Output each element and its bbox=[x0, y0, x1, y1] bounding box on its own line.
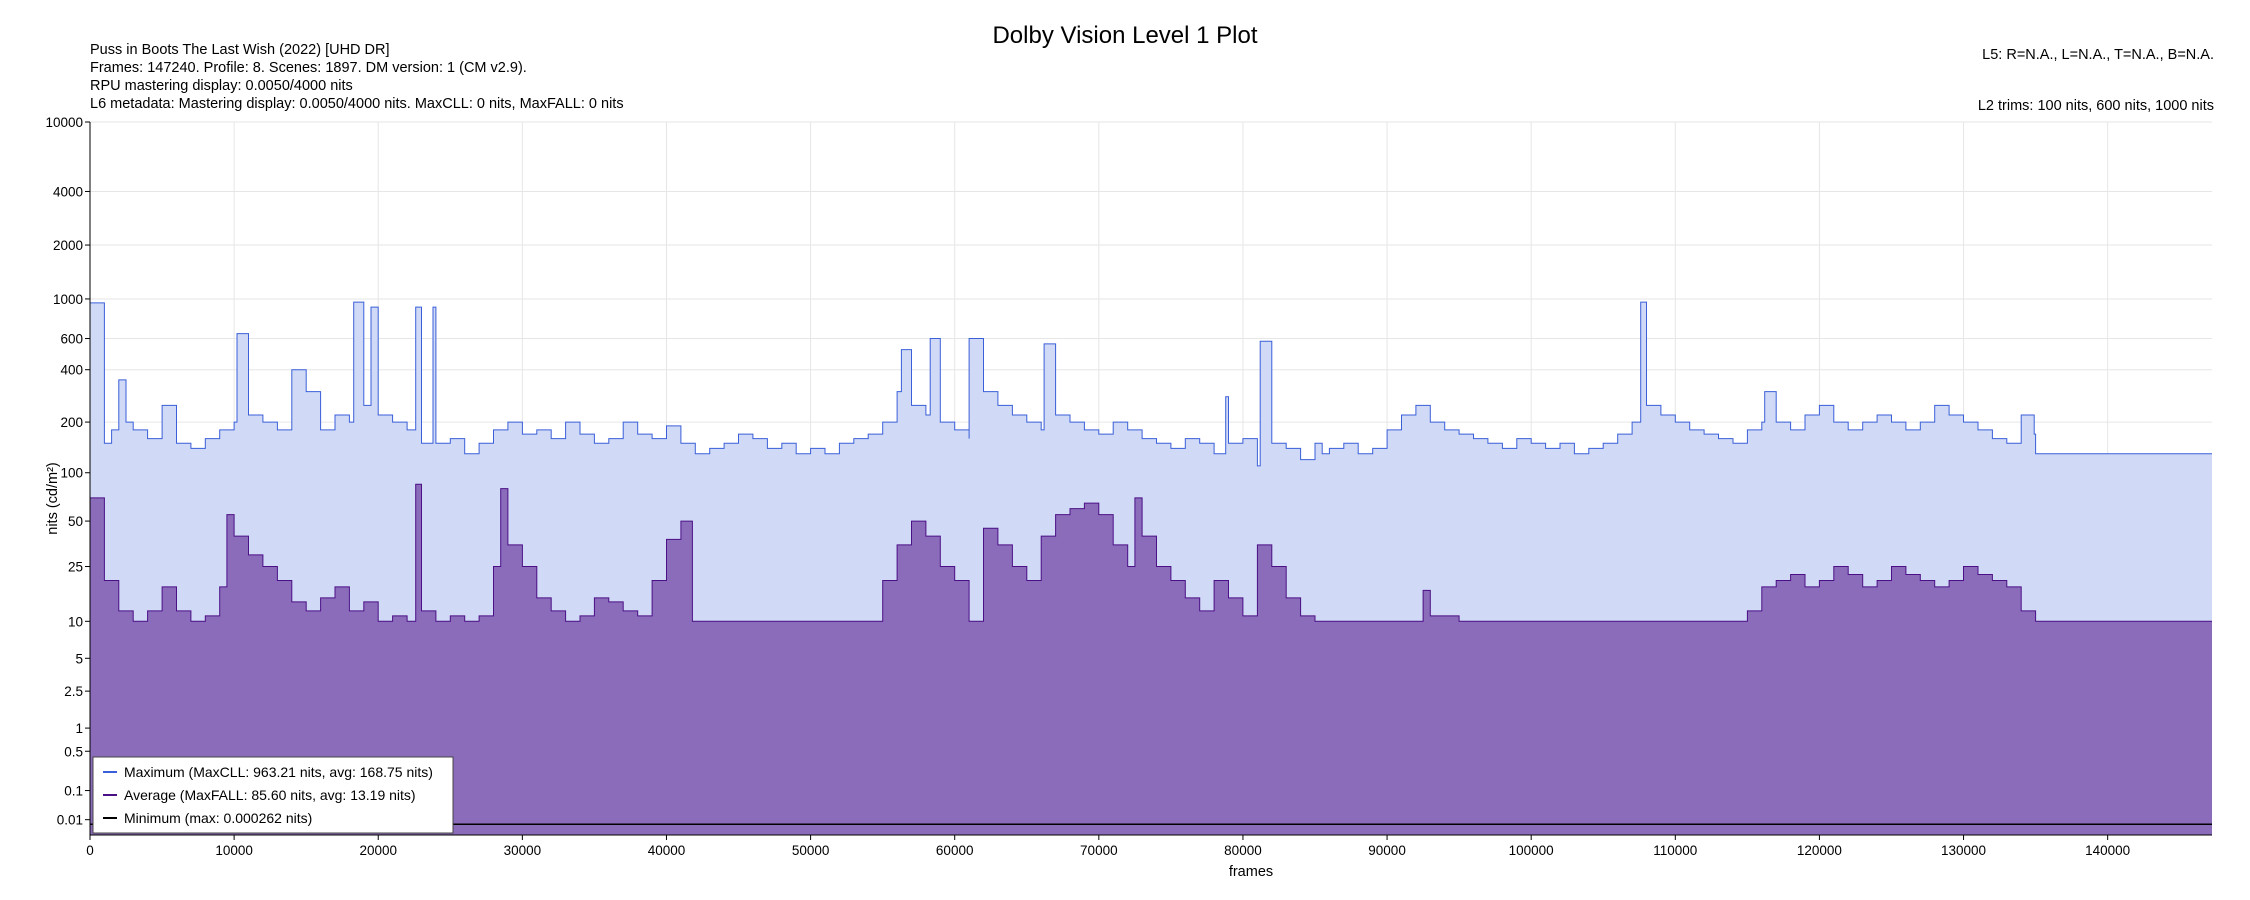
x-tick-label: 60000 bbox=[936, 843, 974, 858]
x-tick-label: 30000 bbox=[504, 843, 542, 858]
x-tick-label: 0 bbox=[86, 843, 94, 858]
y-tick-label: 2000 bbox=[53, 238, 83, 253]
x-tick-label: 120000 bbox=[1797, 843, 1842, 858]
info-line-l6-metadata: L6 metadata: Mastering display: 0.0050/4… bbox=[90, 96, 624, 112]
l2-trims-info: L2 trims: 100 nits, 600 nits, 1000 nits bbox=[1977, 98, 2214, 114]
legend-entry: Average (MaxFALL: 85.60 nits, avg: 13.19… bbox=[124, 787, 416, 803]
y-tick-label: 0.1 bbox=[64, 784, 83, 799]
y-tick-label: 4000 bbox=[53, 184, 83, 199]
x-tick-label: 20000 bbox=[359, 843, 397, 858]
y-tick-label: 10000 bbox=[45, 115, 83, 130]
x-tick-label: 40000 bbox=[648, 843, 686, 858]
x-tick-label: 80000 bbox=[1224, 843, 1262, 858]
x-tick-label: 10000 bbox=[215, 843, 253, 858]
x-tick-label: 70000 bbox=[1080, 843, 1118, 858]
series-group bbox=[90, 301, 2212, 835]
info-line-title: Puss in Boots The Last Wish (2022) [UHD … bbox=[90, 42, 390, 58]
y-tick-label: 1 bbox=[75, 721, 83, 736]
avg-series-line bbox=[90, 483, 2212, 622]
y-tick-label: 25 bbox=[68, 560, 83, 575]
x-tick-label: 100000 bbox=[1509, 843, 1554, 858]
legend-box bbox=[92, 756, 454, 834]
y-tick-label: 200 bbox=[60, 415, 83, 430]
y-tick-label: 0.01 bbox=[57, 813, 83, 828]
x-tick-label: 110000 bbox=[1653, 843, 1697, 858]
x-axis-title: frames bbox=[1229, 864, 1273, 880]
x-tick-label: 140000 bbox=[2085, 843, 2130, 858]
l5-info: L5: R=N.A., L=N.A., T=N.A., B=N.A. bbox=[1982, 47, 2214, 63]
x-tick-label: 50000 bbox=[792, 843, 830, 858]
y-tick-label: 600 bbox=[60, 332, 83, 347]
y-tick-label: 0.5 bbox=[64, 744, 83, 759]
legend-entry: Minimum (max: 0.000262 nits) bbox=[124, 810, 312, 826]
y-axis-title: nits (cd/m²) bbox=[45, 462, 61, 535]
y-tick-label: 5 bbox=[75, 651, 83, 666]
y-tick-label: 50 bbox=[68, 514, 83, 529]
y-tick-label: 100 bbox=[60, 466, 83, 481]
max-series-line bbox=[90, 301, 2212, 467]
info-line-rpu-mastering: RPU mastering display: 0.0050/4000 nits bbox=[90, 78, 353, 94]
y-tick-label: 400 bbox=[60, 363, 83, 378]
y-tick-label: 1000 bbox=[53, 292, 83, 307]
x-tick-label: 130000 bbox=[1941, 843, 1986, 858]
legend-entry: Maximum (MaxCLL: 963.21 nits, avg: 168.7… bbox=[124, 764, 433, 780]
chart-title: Dolby Vision Level 1 Plot bbox=[992, 22, 1258, 49]
avg-series-area bbox=[90, 484, 2212, 835]
info-line-frames: Frames: 147240. Profile: 8. Scenes: 1897… bbox=[90, 60, 527, 76]
y-tick-label: 10 bbox=[68, 614, 83, 629]
y-tick-label: 2.5 bbox=[64, 684, 83, 699]
info-panel-left: Puss in Boots The Last Wish (2022) [UHD … bbox=[90, 41, 624, 113]
x-tick-label: 90000 bbox=[1368, 843, 1406, 858]
